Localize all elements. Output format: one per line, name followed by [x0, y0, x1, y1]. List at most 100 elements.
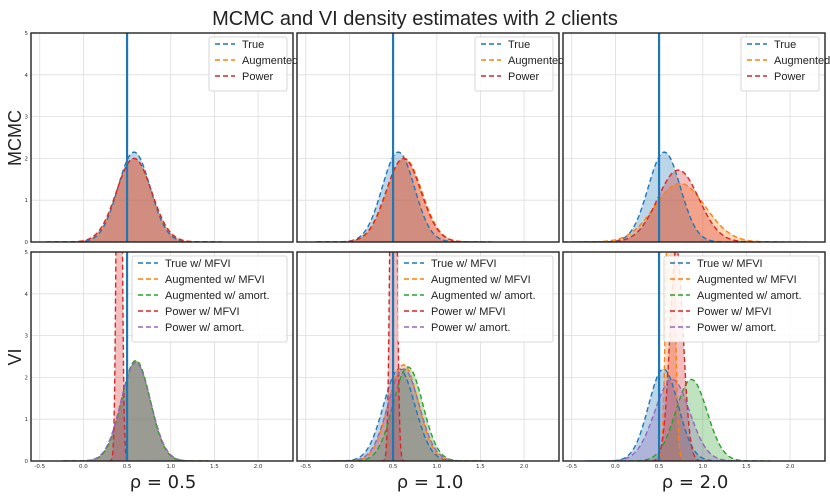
y-tick-label: 3 [25, 334, 29, 340]
density-layer [563, 151, 807, 242]
legend-item-augmented-w-mfvi: Augmented w/ MFVI [404, 274, 531, 286]
density-fill-augmented-w-amort [612, 379, 770, 461]
y-tick-label: 1 [25, 198, 29, 204]
legend-item-augmented-w-mfvi: Augmented w/ MFVI [670, 274, 797, 286]
legend-item-power-w-amort: Power w/ amort. [138, 322, 244, 334]
x-tick-label: 2.0 [254, 464, 263, 470]
density-fill-true-w-mfvi [63, 360, 208, 461]
y-tick-label: 3 [25, 115, 29, 121]
density-fill-augmented-w-mfvi [329, 364, 478, 461]
figure-title: MCMC and VI density estimates with 2 cli… [212, 8, 618, 30]
col-label-rho-20: ρ = 2.0 [662, 472, 729, 493]
legend-label: Power w/ amort. [165, 322, 244, 334]
x-tick-label: 0.5 [123, 464, 132, 470]
axes-frame [562, 251, 826, 462]
legend-label: True w/ MFVI [165, 258, 231, 270]
axes-frame [296, 251, 560, 462]
panel-mcmc-2: True Augmented Power [562, 32, 830, 243]
legend-box [131, 255, 288, 343]
density-fill-true [53, 152, 215, 242]
legend-item-power-w-amort: Power w/ amort. [404, 322, 510, 334]
density-fill-augmented-w-mfvi [652, 252, 688, 461]
density-fill-augmented [563, 183, 807, 242]
legend-label: Power w/ MFVI [165, 306, 240, 318]
y-tick-label: 2 [25, 156, 29, 162]
density-line-power [46, 157, 222, 242]
legend: True w/ MFVI Augmented w/ MFVI Augmented w… [397, 255, 554, 343]
legend-item-true-w-mfvi: True w/ MFVI [404, 258, 497, 270]
axes-frame [30, 251, 294, 462]
density-fill-augmented-w-mfvi [63, 360, 208, 461]
legend: True w/ MFVI Augmented w/ MFVI Augmented w… [131, 255, 288, 343]
legend-item-power-w-mfvi: Power w/ MFVI [138, 306, 240, 318]
x-tick-label: 0.0 [79, 464, 88, 470]
panel-vi-0: 0 1 2 3 4 5 -0.5 0.0 0.5 1.0 1.5 2.0 True w/ MFVI Aug… [25, 250, 294, 470]
legend-label: Augmented w/ amort. [165, 290, 270, 302]
density-fill-power-w-mfvi [108, 252, 131, 461]
y-tick-label: 5 [25, 250, 29, 256]
x-tick-label: 1.5 [476, 464, 485, 470]
legend-label: Augmented w/ MFVI [431, 274, 531, 286]
y-tick-label: 5 [25, 31, 29, 37]
x-tick-label: -0.5 [300, 464, 311, 470]
legend: True Augmented Power [740, 36, 830, 92]
y-tick-label: 1 [25, 417, 29, 423]
y-tick-label: 4 [25, 292, 29, 298]
density-fill-power-w-amort [61, 362, 211, 461]
legend-item-augmented-w-amort: Augmented w/ amort. [138, 290, 270, 302]
axes-frame [30, 32, 294, 243]
density-fill-power [46, 158, 222, 242]
legend-item-power-w-mfvi: Power w/ MFVI [404, 306, 506, 318]
legend-item-true-w-mfvi: True w/ MFVI [138, 258, 231, 270]
legend-item-power: Power [215, 71, 274, 83]
legend-label: Augmented w/ MFVI [165, 274, 265, 286]
legend-item-true: True [481, 39, 530, 51]
row-label-vi: VI [5, 348, 25, 365]
legend-item-true: True [747, 39, 796, 51]
y-tick-label: 4 [25, 73, 29, 79]
x-tick-label: 2.0 [786, 464, 795, 470]
legend: True Augmented Power [474, 36, 564, 92]
y-tick-label: 2 [25, 375, 29, 381]
legend-item-true: True [215, 39, 264, 51]
x-tick-label: -0.5 [566, 464, 577, 470]
x-tick-label: 0.0 [345, 464, 354, 470]
legend-label: Augmented [508, 55, 564, 67]
legend-item-augmented-w-mfvi: Augmented w/ MFVI [138, 274, 265, 286]
axes-frame [562, 32, 826, 243]
x-tick-label: 1.0 [432, 464, 441, 470]
density-fill-true [583, 152, 746, 242]
y-tick-label: 0 [25, 459, 29, 465]
legend-label: Power w/ MFVI [431, 306, 506, 318]
legend-item-augmented: Augmented [215, 55, 298, 67]
density-fill-augmented-w-amort [333, 366, 483, 461]
legend-label: Augmented [774, 55, 830, 67]
legend-label: Power [774, 71, 806, 83]
x-tick-label: 1.0 [166, 464, 175, 470]
legend-item-augmented: Augmented [481, 55, 564, 67]
x-tick-label: 2.0 [520, 464, 529, 470]
legend-box [208, 36, 288, 92]
legend-label: True [774, 39, 796, 51]
legend-label: True [508, 39, 530, 51]
legend-box [663, 255, 820, 343]
axes-frame [296, 32, 560, 243]
legend-label: Power [242, 71, 274, 83]
legend-item-augmented-w-amort: Augmented w/ amort. [404, 290, 536, 302]
legend-item-power-w-amort: Power w/ amort. [670, 322, 776, 334]
legend-item-augmented: Augmented [747, 55, 830, 67]
legend: True Augmented Power [208, 36, 298, 92]
density-line-augmented-w-mfvi [652, 252, 688, 461]
density-fill-power [575, 170, 781, 242]
panels: 0 1 2 3 4 5 True Augmented Power True Augmented Pow… [25, 31, 830, 470]
legend-box [474, 36, 554, 92]
legend-label: True w/ MFVI [431, 258, 497, 270]
legend-item-power-w-mfvi: Power w/ MFVI [670, 306, 772, 318]
legend-box [740, 36, 820, 92]
x-tick-label: 1.5 [742, 464, 751, 470]
legend-item-power: Power [481, 71, 540, 83]
y-tick-label: 0 [25, 240, 29, 246]
legend-label: Power w/ MFVI [697, 306, 772, 318]
col-label-rho-10: ρ = 1.0 [397, 472, 464, 493]
